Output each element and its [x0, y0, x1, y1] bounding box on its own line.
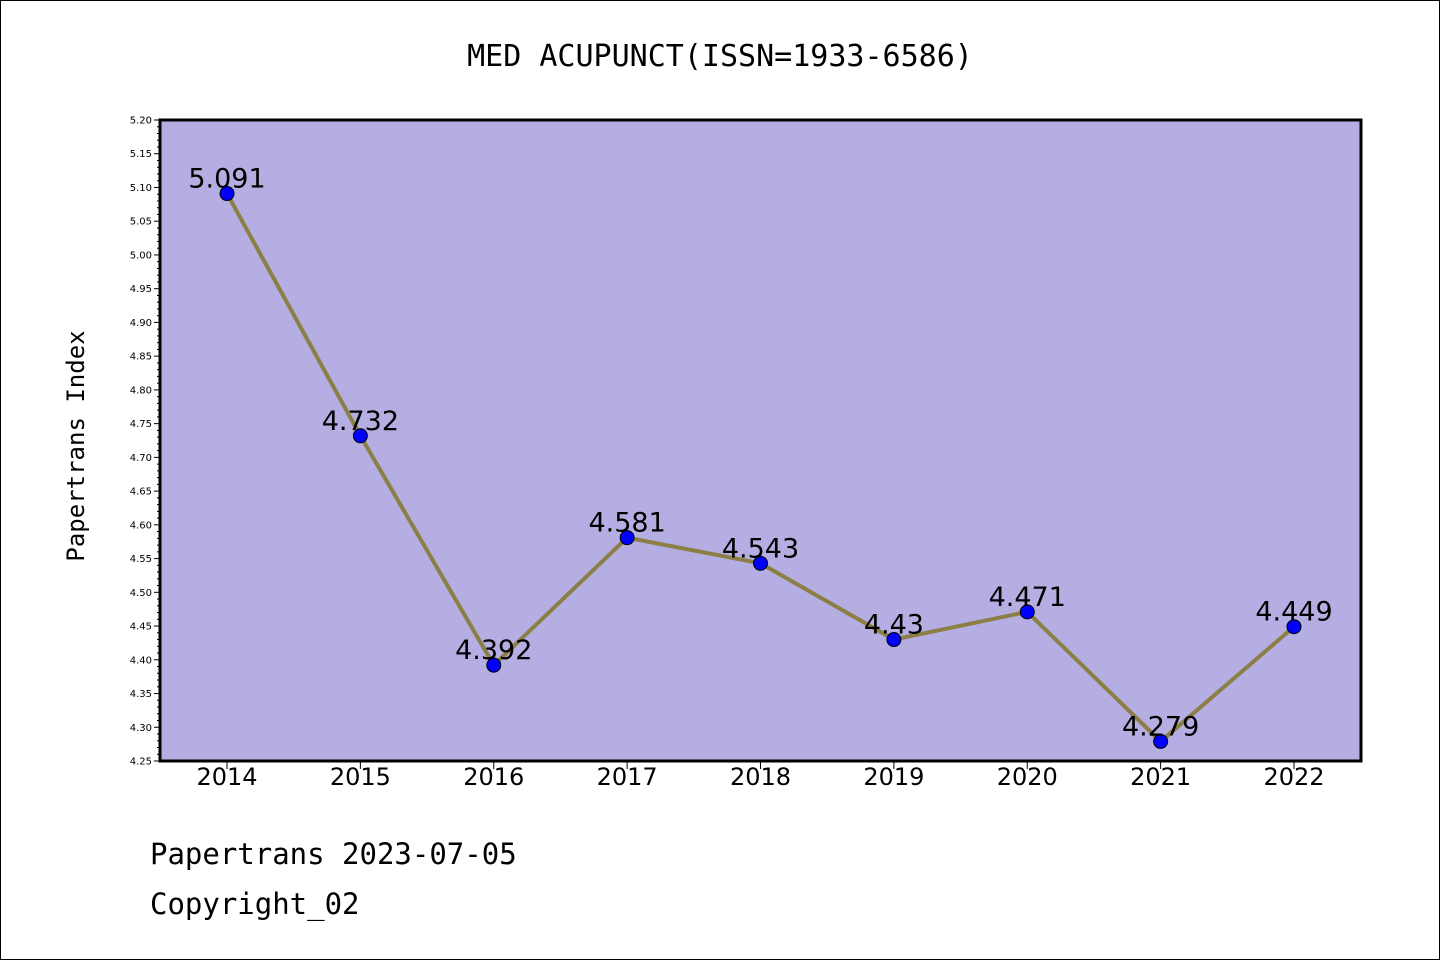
data-label: 4.471 [989, 582, 1066, 613]
series-group: 5.091 4.732 4.392 4.581 4.543 4.43 4.471 4.279 4… [188, 164, 1333, 749]
y-tick-label: 4.40 [130, 655, 152, 666]
y-tick-label: 4.50 [130, 588, 152, 599]
x-tick-label: 2020 [997, 763, 1058, 791]
data-label: 5.091 [188, 164, 265, 195]
data-label: 4.543 [722, 533, 799, 564]
y-tick-label: 5.20 [130, 116, 152, 127]
data-label: 4.279 [1122, 711, 1199, 742]
data-label: 4.732 [322, 406, 399, 437]
y-tick-label: 4.60 [130, 520, 152, 531]
y-tick-label: 4.95 [130, 284, 152, 295]
y-tick-label: 4.80 [130, 385, 152, 396]
data-point [219, 186, 235, 202]
x-tick-label: 2021 [1130, 763, 1191, 791]
data-label: 4.581 [588, 508, 665, 539]
data-point [886, 632, 902, 648]
data-point [1019, 604, 1035, 620]
y-tick-label: 4.30 [130, 723, 152, 734]
y-axis-label: Papertrans Index [62, 330, 90, 561]
y-tick-label: 5.15 [130, 149, 152, 160]
data-point [1286, 619, 1302, 635]
y-tick-label: 4.70 [130, 453, 152, 464]
y-tick-label: 5.00 [130, 250, 152, 261]
y-tick-label: 4.85 [130, 352, 152, 363]
y-tick-label: 4.75 [130, 419, 152, 430]
data-label: 4.449 [1255, 597, 1332, 628]
x-tick-label: 2022 [1263, 763, 1324, 791]
x-tick-label: 2019 [863, 763, 924, 791]
x-tick-label: 2014 [196, 763, 257, 791]
footer-copyright: Copyright_02 [150, 887, 360, 922]
x-tick-label: 2015 [330, 763, 391, 791]
data-label: 4.392 [455, 635, 532, 666]
data-point [1153, 733, 1169, 749]
plot-area [160, 120, 1361, 761]
x-axis: 2014 2015 2016 2017 2018 2019 2020 2021 2022 [196, 761, 1325, 791]
data-point [352, 428, 368, 444]
data-point [619, 530, 635, 546]
y-tick-label: 5.05 [130, 217, 152, 228]
y-tick-label: 4.90 [130, 318, 152, 329]
x-tick-label: 2017 [597, 763, 658, 791]
y-tick-label: 4.35 [130, 689, 152, 700]
y-tick-label: 4.65 [130, 487, 152, 498]
x-tick-label: 2018 [730, 763, 791, 791]
y-axis: 4.25 4.30 4.35 4.40 4.45 4.50 4.55 4.60 4.65 4.70… [130, 116, 160, 768]
data-point [486, 657, 502, 673]
y-tick-label: 4.45 [130, 622, 152, 633]
data-point [753, 555, 768, 571]
footer-date: Papertrans 2023-07-05 [150, 837, 517, 871]
chart-title: MED ACUPUNCT(ISSN=1933-6586) [467, 39, 973, 74]
plot-border [158, 118, 1363, 763]
x-tick-label: 2016 [463, 763, 524, 791]
y-tick-label: 5.10 [130, 183, 152, 194]
y-tick-label: 4.25 [130, 757, 152, 768]
data-label: 4.43 [864, 610, 924, 641]
y-tick-label: 4.55 [130, 554, 152, 565]
